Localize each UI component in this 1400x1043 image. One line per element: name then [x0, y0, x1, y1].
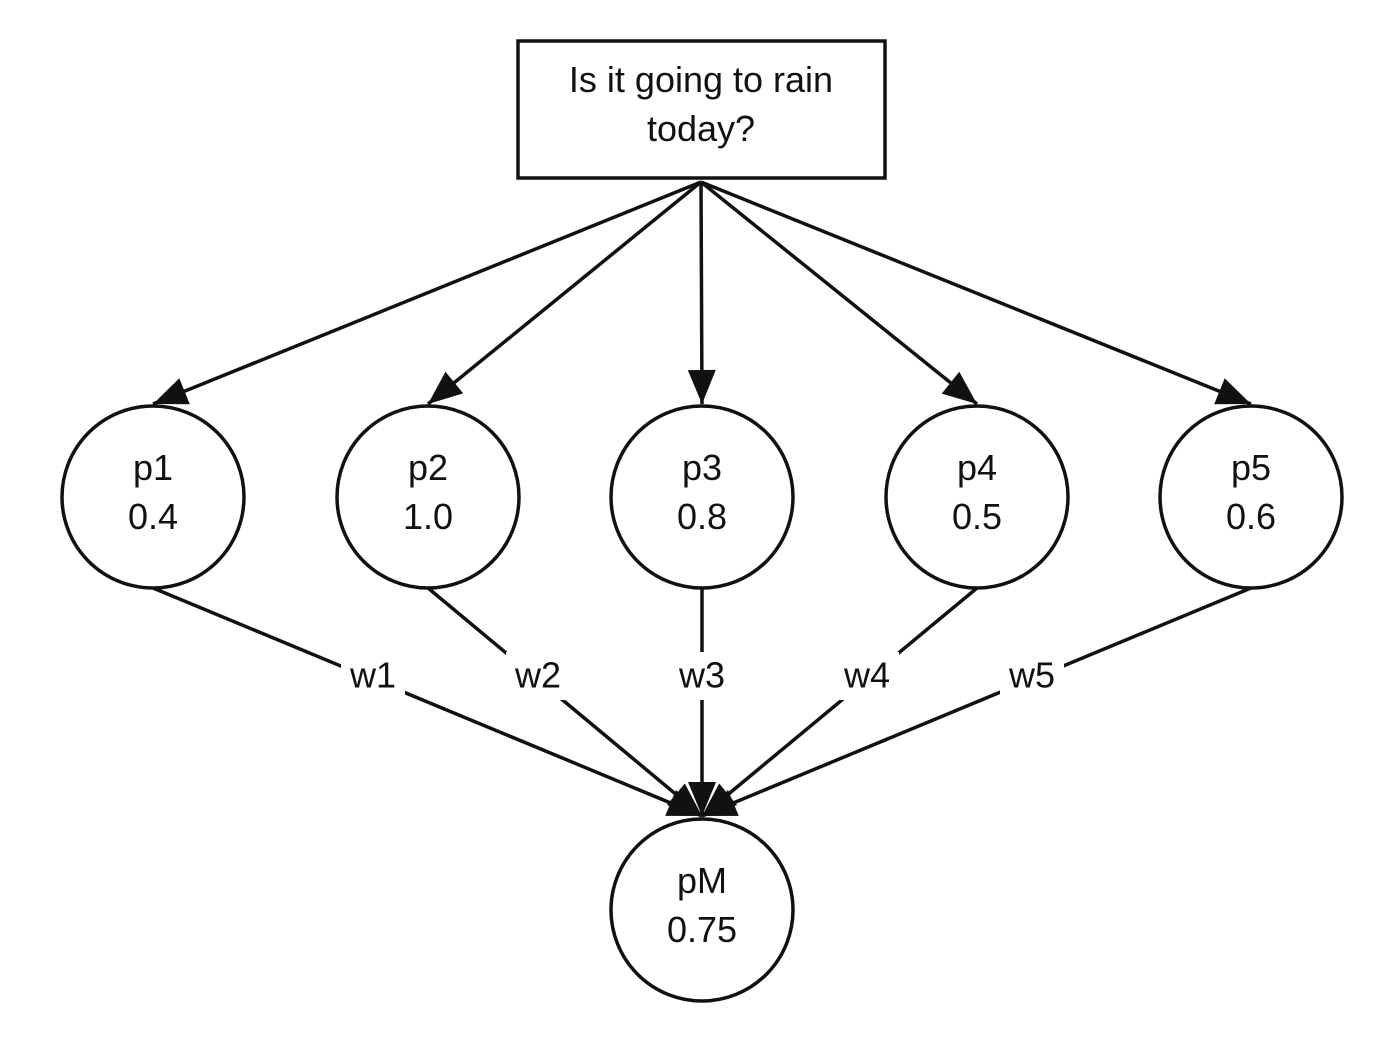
edge-p2-to-result	[426, 586, 704, 818]
predictor-node-p3: p30.8	[609, 404, 795, 590]
predictor-label: p5	[1231, 447, 1271, 488]
arrowhead-to-p1	[153, 378, 190, 405]
weight-label-backdrop	[835, 652, 899, 700]
edge-question-to-p1	[152, 180, 702, 406]
predictor-value: 0.6	[1226, 496, 1276, 537]
predictor-node-p5: p50.6	[1158, 404, 1344, 590]
arrowhead-p2-to-result	[666, 783, 702, 816]
question-node: Is it going to rain today?	[516, 39, 887, 180]
edge-question-to-p5	[700, 180, 1252, 406]
question-line-2: today?	[647, 108, 755, 149]
weight-label-backdrop	[506, 652, 570, 700]
arrowheads	[153, 369, 1251, 816]
weight-text: w1	[349, 655, 396, 696]
arrowhead-to-p2	[428, 371, 464, 404]
edge-p4-to-result	[700, 586, 979, 818]
arrowhead-to-p5	[1214, 378, 1251, 405]
predictor-value: 0.4	[128, 496, 178, 537]
predictor-circle	[60, 404, 246, 590]
result-value: 0.75	[667, 909, 737, 950]
predictor-circle	[335, 404, 521, 590]
predictor-circle	[609, 404, 795, 590]
weight-label-backdrop	[341, 652, 405, 700]
arrowhead-p3-to-result	[688, 782, 716, 816]
edge-p1-to-result	[152, 586, 703, 818]
weight-label-w5: w5	[1000, 652, 1064, 700]
predictor-circle	[1158, 404, 1344, 590]
arrowhead-to-p3	[687, 369, 716, 404]
question-line-1: Is it going to rain	[569, 59, 833, 100]
weight-text: w3	[678, 655, 725, 696]
question-box	[516, 39, 887, 180]
result-node: pM 0.75	[609, 817, 795, 1003]
edge-question-to-p3	[699, 181, 704, 405]
edge-question-to-p4	[699, 180, 979, 406]
predictor-node-p2: p21.0	[335, 404, 521, 590]
weight-text: w2	[514, 655, 561, 696]
predictor-label: p4	[957, 447, 997, 488]
weight-labels: w1 w2 w3 w4 w5	[341, 652, 1064, 700]
weight-label-w4: w4	[835, 652, 899, 700]
predictor-node-p4: p40.5	[884, 404, 1070, 590]
arrowhead-to-p4	[941, 371, 977, 404]
weight-text: w5	[1008, 655, 1055, 696]
predictor-node-p1: p10.4	[60, 404, 246, 590]
question-to-predictor-edges	[152, 180, 1252, 406]
predictor-label: p1	[133, 447, 173, 488]
weight-label-backdrop	[1000, 652, 1064, 700]
weight-label-backdrop	[670, 652, 734, 700]
predictor-label: p2	[408, 447, 448, 488]
weight-label-w3: w3	[670, 652, 734, 700]
result-label: pM	[677, 860, 727, 901]
weight-label-w2: w2	[506, 652, 570, 700]
predictor-value: 1.0	[403, 496, 453, 537]
predictor-to-result-edges	[152, 586, 1252, 818]
arrowhead-p5-to-result	[702, 790, 739, 816]
weight-text: w4	[843, 655, 890, 696]
weight-label-w1: w1	[341, 652, 405, 700]
predictor-circle	[884, 404, 1070, 590]
edge-p5-to-result	[701, 586, 1252, 818]
predictor-label: p3	[682, 447, 722, 488]
predictor-value: 0.8	[677, 496, 727, 537]
edge-question-to-p2	[426, 180, 703, 406]
predictor-value: 0.5	[952, 496, 1002, 537]
result-circle	[609, 817, 795, 1003]
